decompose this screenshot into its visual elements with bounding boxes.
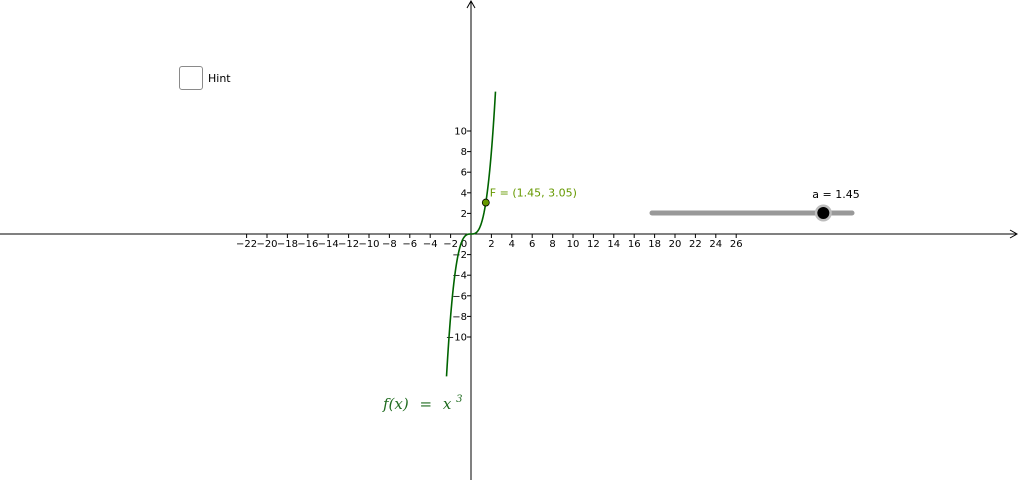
x-tick-label: −8 xyxy=(382,239,397,250)
y-tick-label: 6 xyxy=(461,168,467,179)
x-tick-label: 6 xyxy=(529,239,535,250)
x-tick-label: −14 xyxy=(318,239,339,250)
y-axis xyxy=(466,0,476,480)
x-tick-label: 12 xyxy=(587,239,600,250)
x-tick-label: −2 xyxy=(443,239,458,250)
x-tick-label: 22 xyxy=(689,239,702,250)
function-label-lhs: f(x) xyxy=(382,395,409,413)
x-tick-label: 8 xyxy=(549,239,555,250)
function-label-eq: = xyxy=(420,395,433,413)
x-tick-label: 18 xyxy=(648,239,661,250)
hint-checkbox-control[interactable]: Hint xyxy=(179,66,231,90)
y-tick-label: −6 xyxy=(452,291,467,302)
y-tick-label: −4 xyxy=(452,271,467,282)
function-curve[interactable] xyxy=(445,91,497,377)
x-tick-label: −22 xyxy=(236,239,257,250)
y-tick-label: −8 xyxy=(452,312,467,323)
function-label-rhs: x xyxy=(443,395,452,413)
hint-checkbox[interactable] xyxy=(179,66,203,90)
function-label-exponent: 3 xyxy=(456,394,462,405)
x-tick-label: −10 xyxy=(358,239,379,250)
x-axis-ticks: −22 −20 −18 −16 −14 −12 −10 −8 −6 −4 −2 0 2 4 6 8 10 12 14… xyxy=(236,234,743,250)
x-tick-label: −4 xyxy=(423,239,438,250)
y-tick-label: 8 xyxy=(461,147,467,158)
y-tick-label: 10 xyxy=(454,127,467,138)
x-tick-label: 0 xyxy=(461,239,467,250)
x-tick-label: 26 xyxy=(730,239,743,250)
y-tick-label: −2 xyxy=(452,250,467,261)
y-tick-label: 2 xyxy=(461,209,467,220)
x-tick-label: 20 xyxy=(669,239,682,250)
x-tick-label: −16 xyxy=(297,239,318,250)
y-axis-arrow-icon xyxy=(466,0,476,9)
x-tick-label: 14 xyxy=(607,239,620,250)
x-tick-label: 16 xyxy=(628,239,641,250)
x-tick-label: −18 xyxy=(277,239,298,250)
hint-label: Hint xyxy=(208,71,231,85)
x-tick-label: 10 xyxy=(567,239,580,250)
y-tick-label: 4 xyxy=(461,188,467,199)
function-label: f(x) = x 3 xyxy=(382,394,462,413)
x-axis xyxy=(0,229,1019,239)
x-tick-label: 2 xyxy=(488,239,494,250)
x-tick-label: −20 xyxy=(256,239,277,250)
x-tick-label: 4 xyxy=(509,239,515,250)
point-f[interactable] xyxy=(481,198,490,207)
x-tick-label: 24 xyxy=(709,239,722,250)
point-f-label: F = (1.45, 3.05) xyxy=(490,187,577,200)
svg-text:f(x) = x 3: f(x) = x 3 xyxy=(382,394,462,413)
x-tick-label: −6 xyxy=(402,239,417,250)
y-axis-ticks: 2 4 6 8 10 −2 −4 −6 −8 −10 xyxy=(446,127,471,344)
y-tick-label: −10 xyxy=(446,333,467,344)
slider-a[interactable]: a = 1.45 xyxy=(649,188,860,222)
slider-label: a = 1.45 xyxy=(812,188,859,201)
x-axis-arrow-icon xyxy=(1009,229,1019,239)
x-tick-label: −12 xyxy=(338,239,359,250)
slider-thumb[interactable] xyxy=(817,207,830,219)
